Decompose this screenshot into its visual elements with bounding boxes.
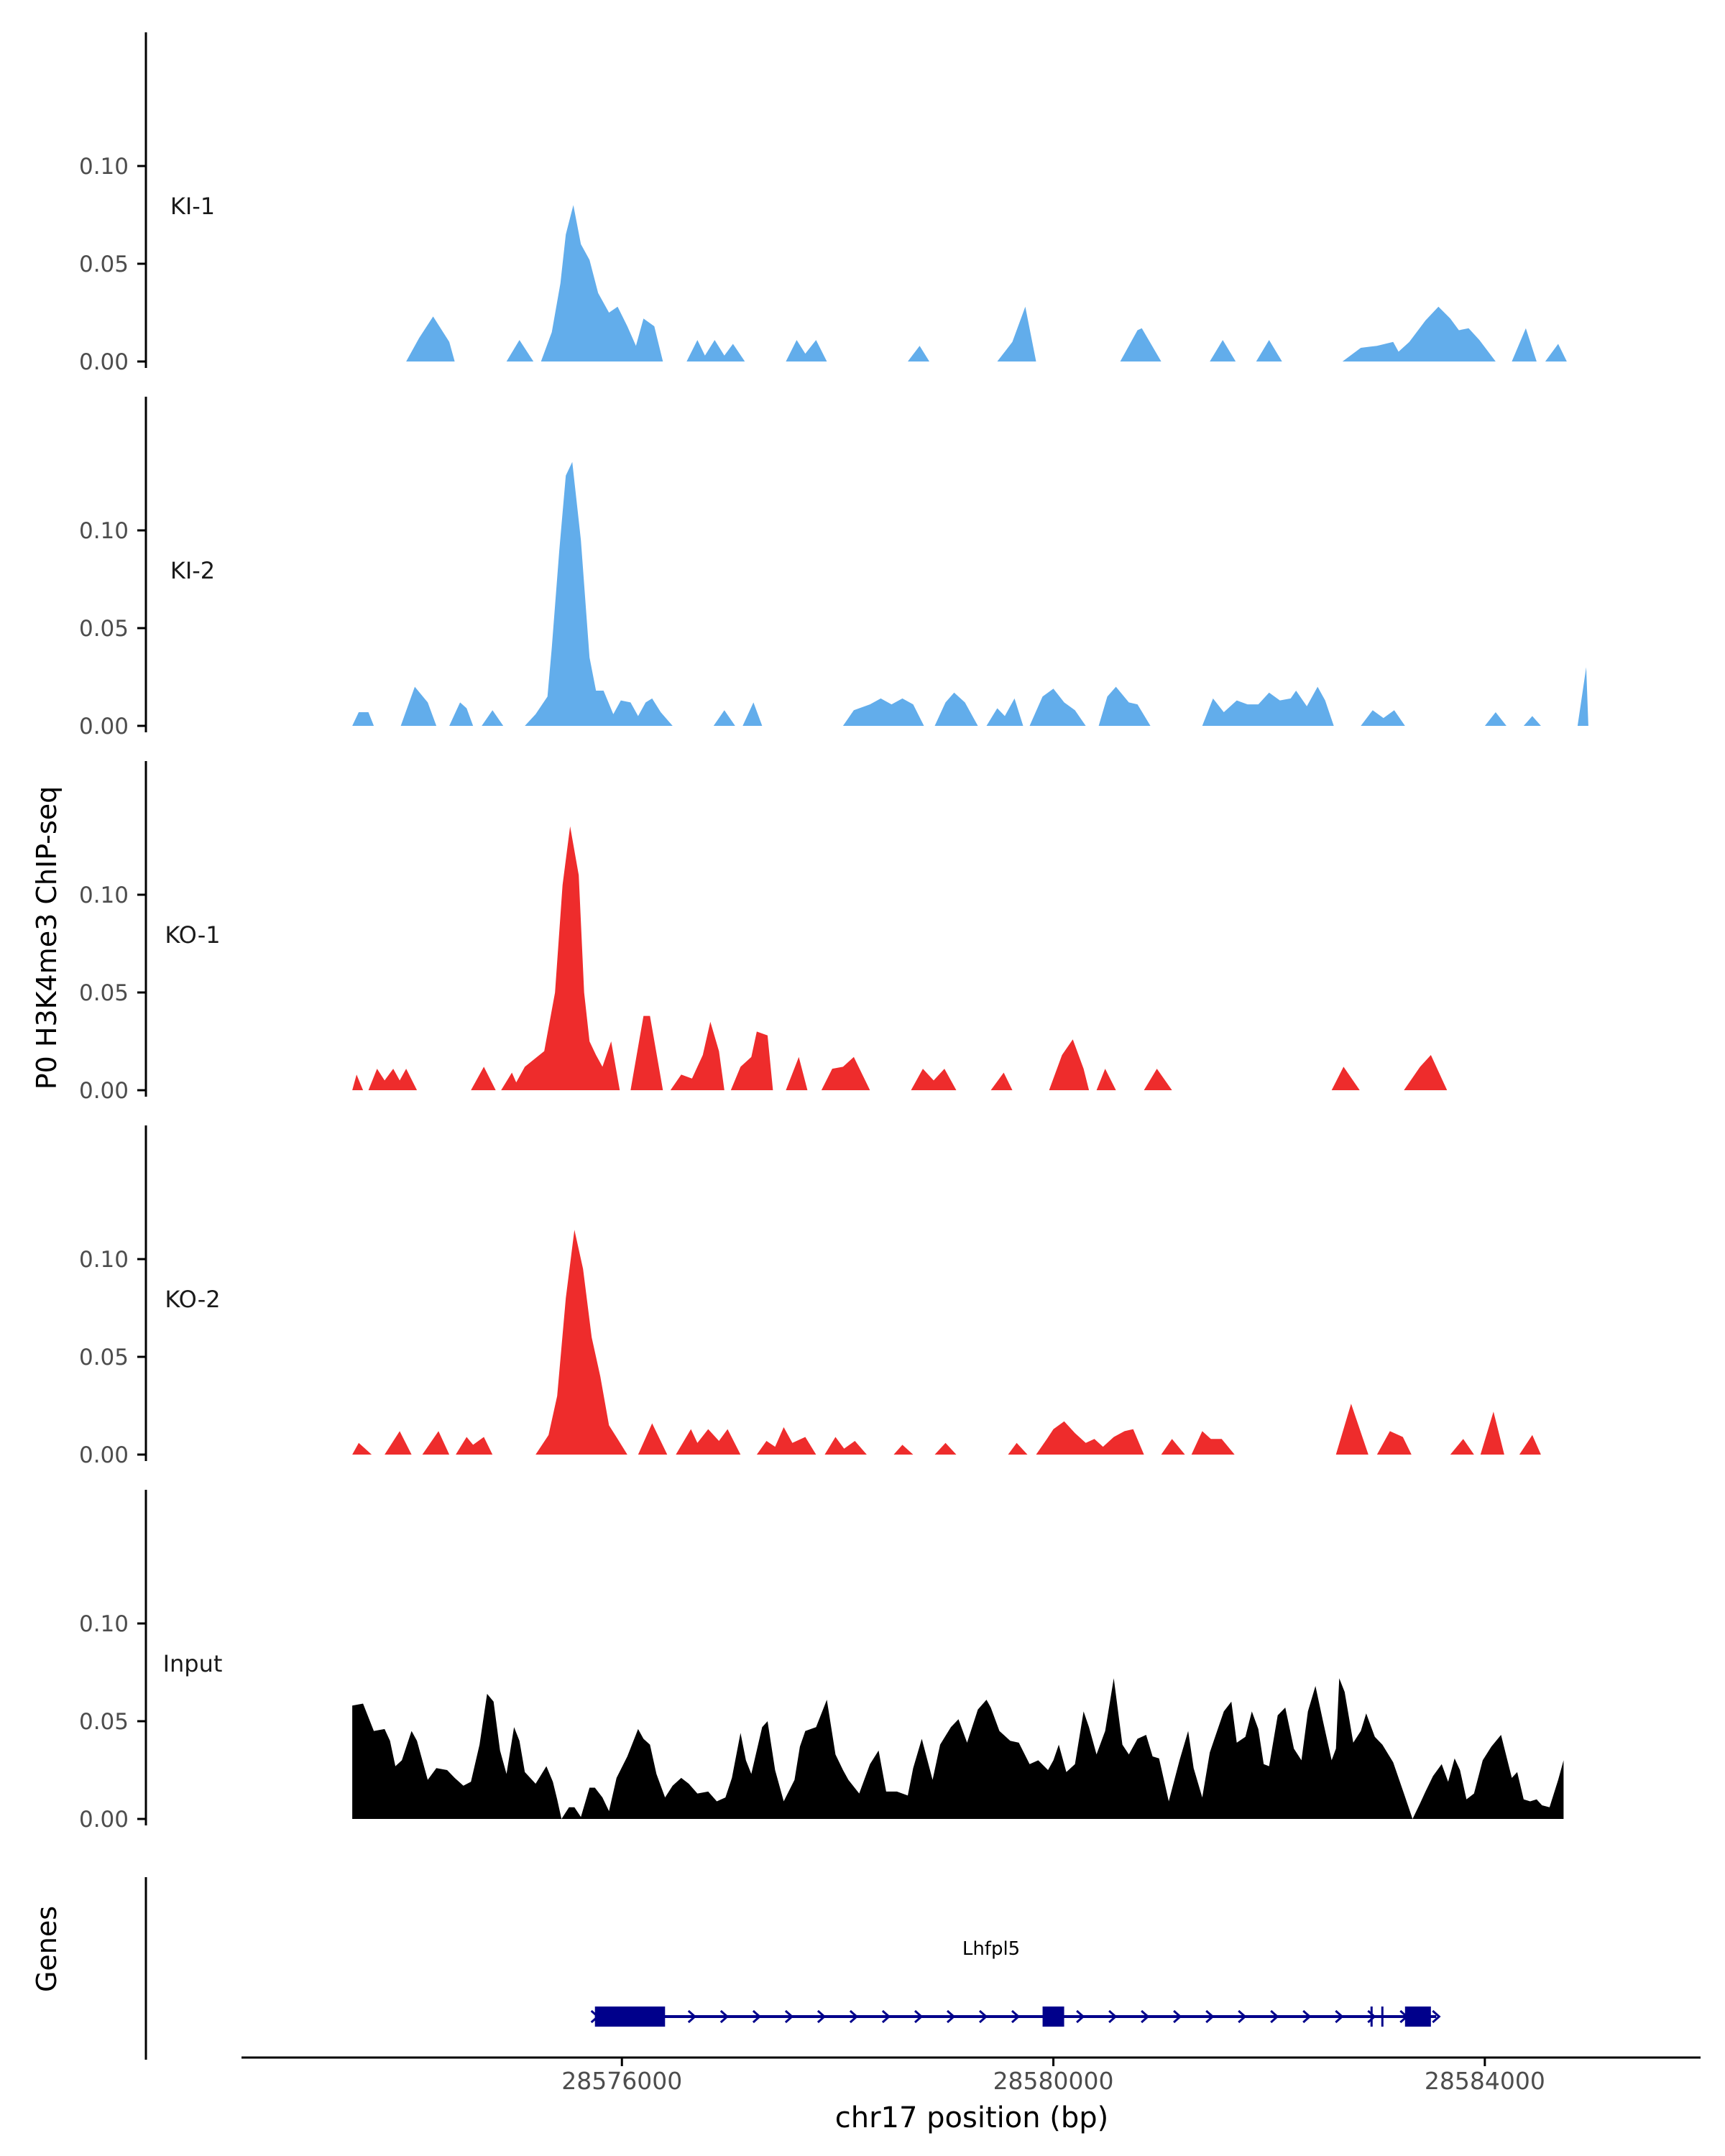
strand-arrow-icon xyxy=(1076,2009,1085,2024)
strand-arrow-icon xyxy=(1238,2009,1247,2024)
y-tick-label: 0.00 xyxy=(79,1078,129,1104)
y-tick-label: 0.05 xyxy=(79,1709,129,1735)
track-label-ki-2: KI-2 xyxy=(170,557,215,584)
y-tick-label: 0.10 xyxy=(79,1247,129,1273)
y-tick-label: 0.10 xyxy=(79,883,129,908)
strand-arrow-icon xyxy=(1302,2009,1312,2024)
tracks-layer: 0.00 0.05 0.10 KI-1 0.00 0.05 0.10 KI-2 0.00 0.05… xyxy=(79,32,1588,1833)
track-ki-2: 0.00 0.05 0.10 KI-2 xyxy=(79,397,1588,740)
track-label-ki-1: KI-1 xyxy=(170,193,215,220)
y-tick-label: 0.05 xyxy=(79,252,129,277)
y-tick-label: 0.10 xyxy=(79,154,129,180)
strand-arrow-icon xyxy=(719,2009,730,2024)
y-tick-label: 0.00 xyxy=(79,714,129,740)
y-tick-label: 0.00 xyxy=(79,349,129,375)
track-input: 0.00 0.05 0.10 Input xyxy=(79,1490,1564,1833)
y-tick-label: 0.10 xyxy=(79,518,129,544)
y-tick-label: 0.00 xyxy=(79,1442,129,1468)
track-label-ko-1: KO-1 xyxy=(165,921,220,949)
genes-axis-title: Genes xyxy=(31,1906,63,1992)
track-ki-1: 0.00 0.05 0.10 KI-1 xyxy=(79,32,1567,375)
gene-exon xyxy=(1404,2007,1431,2027)
strand-arrow-icon xyxy=(947,2009,956,2024)
strand-arrow-icon xyxy=(849,2009,859,2024)
strand-arrow-icon xyxy=(784,2009,794,2024)
strand-arrow-icon xyxy=(1335,2009,1344,2024)
y-axis-title: P0 H3K4me3 ChIP-seq xyxy=(31,786,63,1090)
gene-exon xyxy=(594,2007,666,2027)
strand-arrow-icon xyxy=(1141,2009,1150,2024)
x-axis: 28576000 28580000 28584000 xyxy=(242,2056,1701,2095)
strand-arrow-icon xyxy=(979,2009,988,2024)
y-tick-label: 0.05 xyxy=(79,1345,129,1370)
strand-arrow-icon xyxy=(1173,2009,1182,2024)
signal-area-ko-1 xyxy=(352,826,1448,1090)
y-tick-label: 0.05 xyxy=(79,980,129,1006)
x-tick-label: 28576000 xyxy=(561,2067,682,2095)
strand-arrow-icon xyxy=(1011,2009,1021,2024)
x-axis-title: chr17 position (bp) xyxy=(835,2101,1109,2134)
y-tick-label: 0.05 xyxy=(79,616,129,642)
strand-arrow-icon xyxy=(1270,2009,1279,2024)
gene-name-label: Lhfpl5 xyxy=(962,1938,1020,1960)
strand-arrow-icon xyxy=(1108,2009,1118,2024)
gene-exon xyxy=(1042,2007,1064,2027)
track-ko-1: 0.00 0.05 0.10 KO-1 xyxy=(79,761,1448,1104)
track-ko-2: 0.00 0.05 0.10 KO-2 xyxy=(79,1125,1541,1468)
track-label-ko-2: KO-2 xyxy=(165,1286,220,1313)
x-tick-label: 28580000 xyxy=(993,2067,1114,2095)
strand-arrow-icon xyxy=(1432,2009,1441,2024)
track-label-input: Input xyxy=(163,1650,223,1677)
genes-panel: Lhfpl5 xyxy=(144,1877,1441,2060)
strand-arrow-icon xyxy=(881,2009,891,2024)
strand-arrow-icon xyxy=(1367,2009,1376,2024)
y-tick-label: 0.00 xyxy=(79,1807,129,1833)
strand-arrow-icon xyxy=(687,2009,697,2024)
strand-arrow-icon xyxy=(914,2009,924,2024)
signal-area-input xyxy=(352,1678,1564,1819)
signal-area-ko-2 xyxy=(352,1230,1541,1455)
y-tick-label: 0.10 xyxy=(79,1611,129,1637)
signal-area-ki-1 xyxy=(406,205,1567,361)
x-tick-label: 28584000 xyxy=(1425,2067,1545,2095)
strand-arrow-icon xyxy=(1205,2009,1215,2024)
strand-arrow-icon xyxy=(752,2009,762,2024)
strand-arrow-icon xyxy=(816,2009,827,2024)
